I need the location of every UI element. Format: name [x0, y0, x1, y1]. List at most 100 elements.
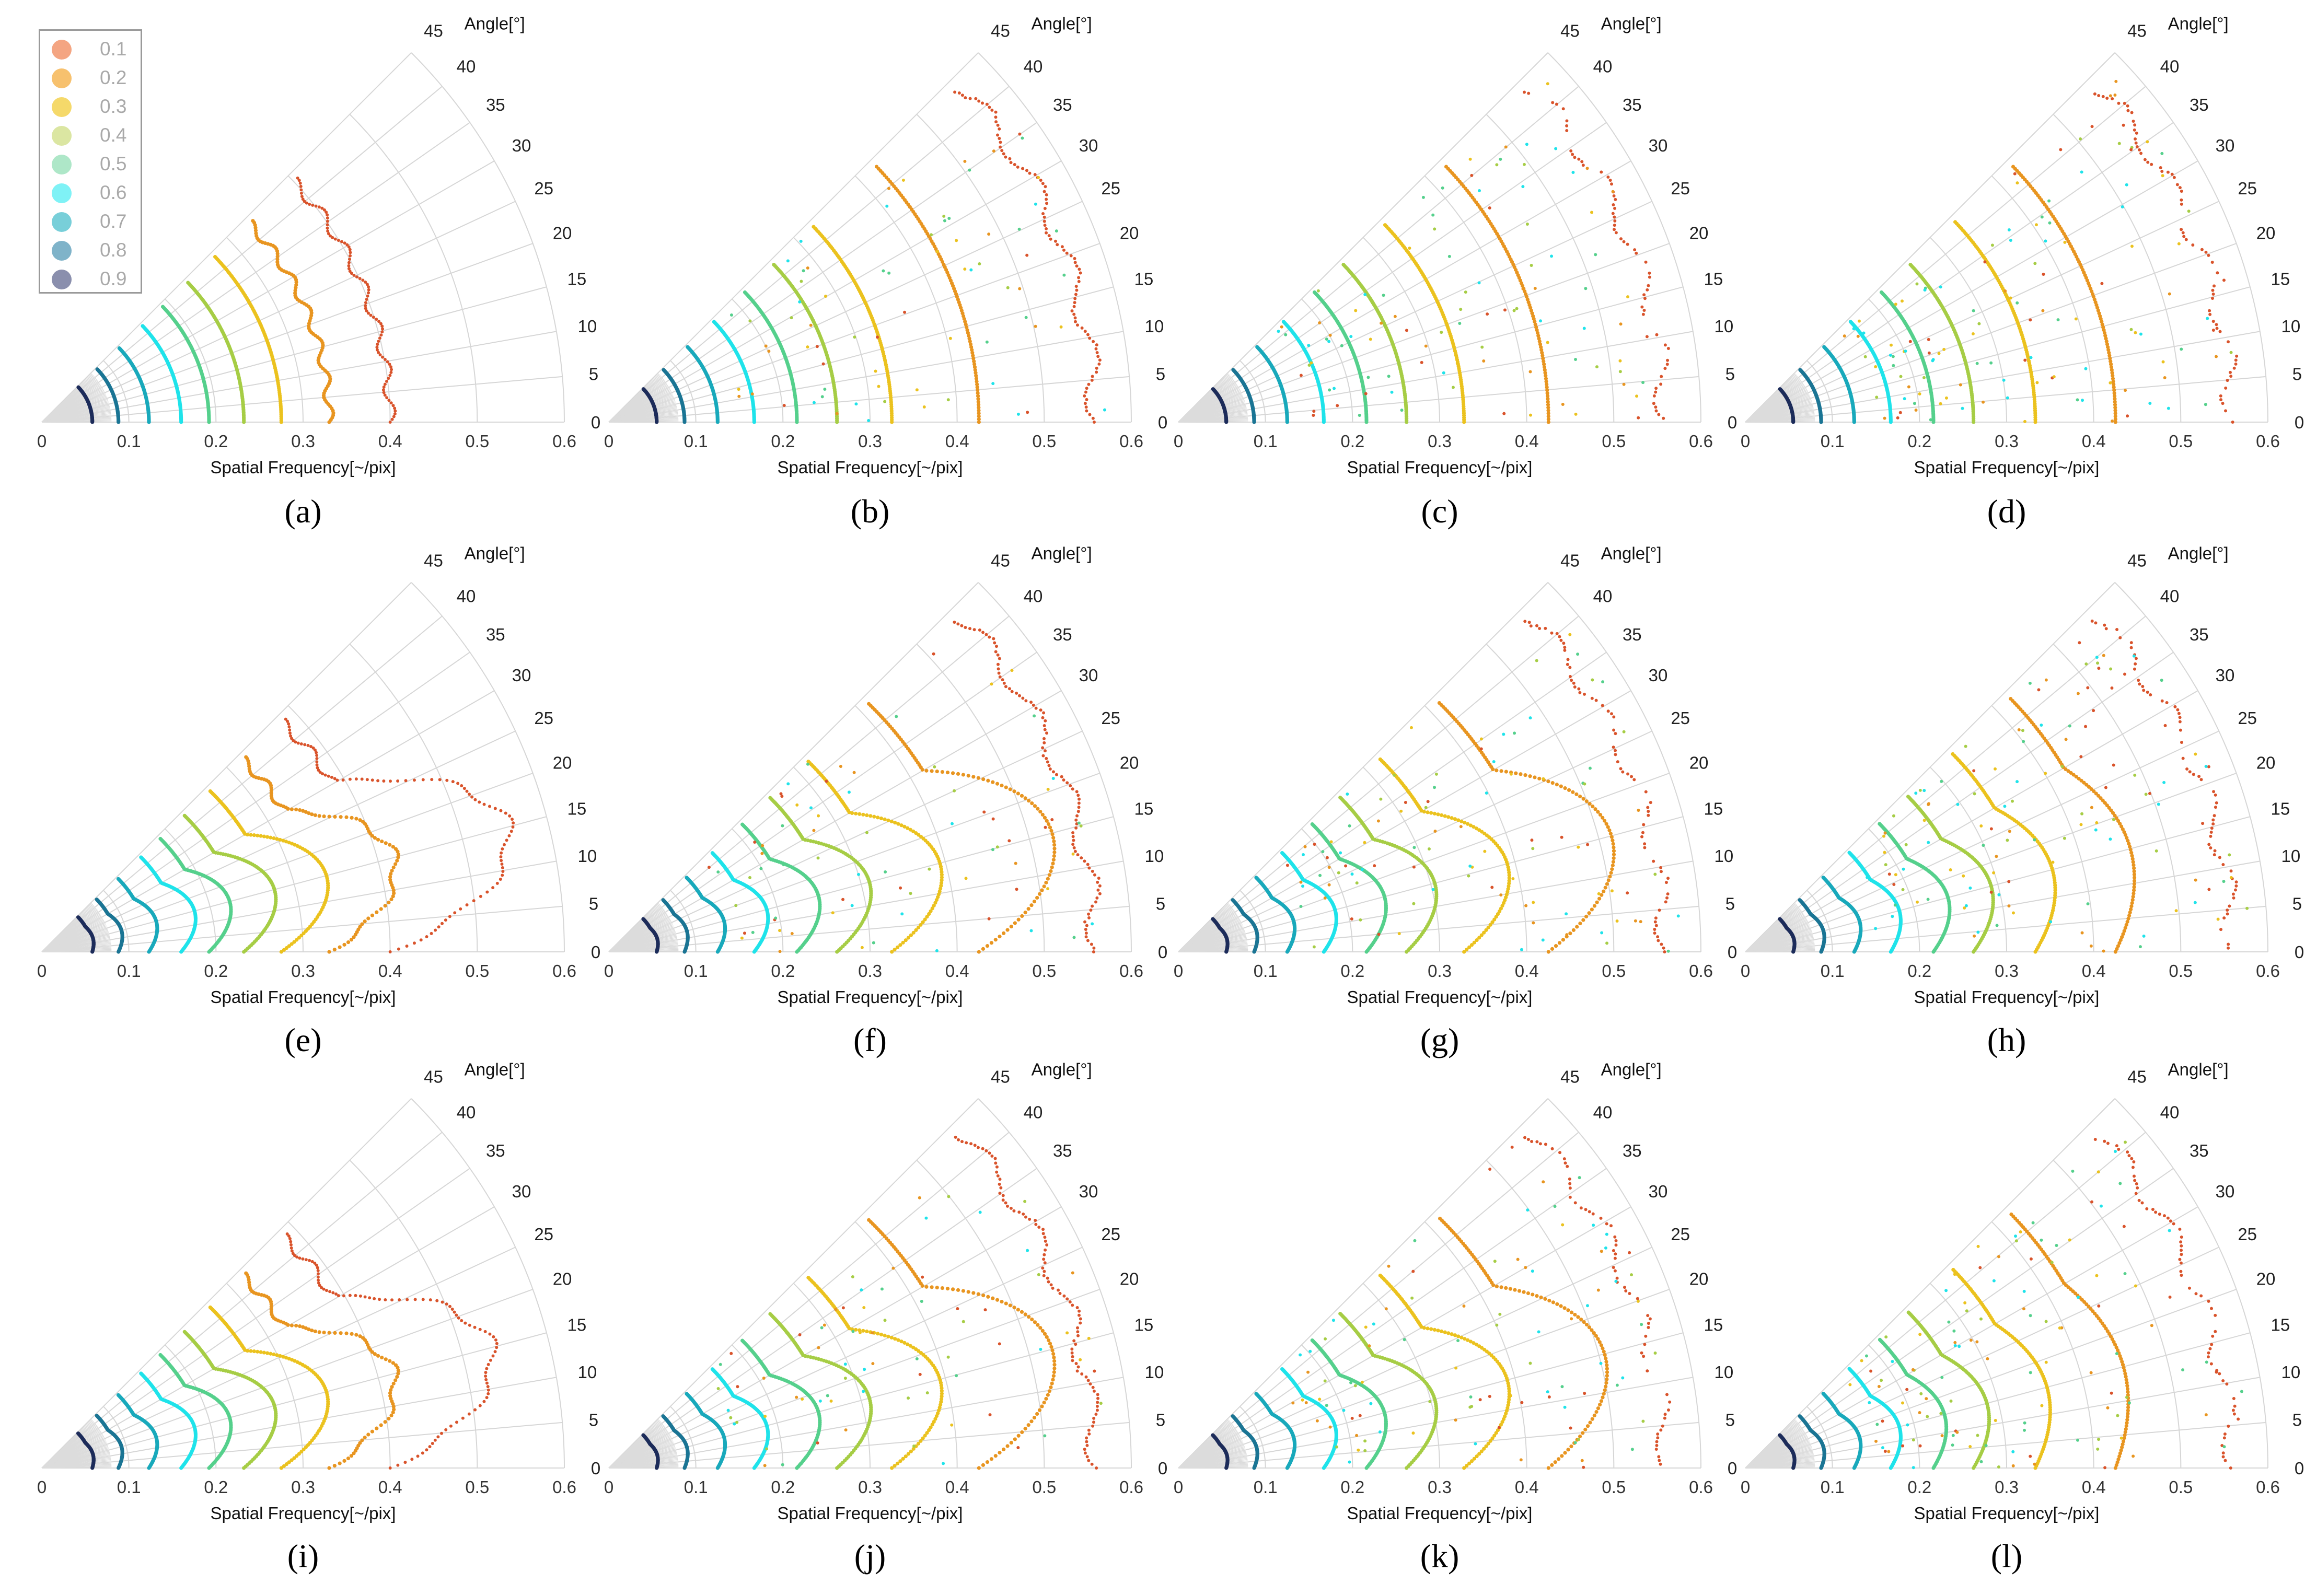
contour-point-0.1: [382, 779, 386, 783]
noise-point: [2163, 376, 2167, 379]
contour-point-0.1: [1043, 215, 1046, 219]
contour-point-0.1: [1069, 254, 1073, 258]
contour-point-0.1: [1551, 101, 1555, 104]
grid-spoke: [41, 122, 470, 423]
grid-arc: [1424, 175, 1527, 423]
noise-point: [1016, 412, 1020, 416]
contour-point-0.1: [2231, 421, 2234, 424]
noise-point: [1442, 371, 1445, 375]
contour-point-0.1: [1073, 261, 1077, 264]
panel-label: (c): [1421, 493, 1458, 530]
angle-tick-label: 30: [512, 136, 531, 155]
contour-point-0.1: [348, 254, 352, 258]
contour-point-0.1: [404, 779, 408, 783]
grid-spoke: [41, 331, 557, 423]
contour-point-0.1: [501, 873, 504, 877]
contour-point-0.1: [493, 807, 497, 810]
contour-point-0.1: [1647, 284, 1650, 287]
noise-point: [2139, 332, 2142, 336]
noise-point: [1875, 395, 1879, 399]
grid-arc: [854, 175, 958, 423]
contour-point-0.1: [2130, 111, 2134, 114]
contour-point-0.8: [95, 367, 99, 371]
contour-point-0.2: [366, 916, 370, 921]
noise-point: [1546, 341, 1549, 344]
noise-point: [1929, 418, 1932, 422]
contour-point-0.2: [380, 839, 384, 844]
grid-spoke: [1745, 86, 2146, 423]
contour-point-0.1: [349, 251, 352, 254]
noise-point: [1574, 412, 1578, 416]
noise-point: [2130, 244, 2134, 248]
contour-point-0.1: [1088, 336, 1092, 340]
contour-point-0.7: [686, 345, 690, 349]
noise-point: [1037, 176, 1040, 179]
contour-point-0.2: [358, 818, 362, 822]
radial-tick-label: 0.2: [1907, 432, 1931, 451]
noise-point: [1571, 170, 1575, 174]
contour-point-0.1: [1084, 390, 1087, 394]
noise-point: [1504, 145, 1508, 149]
noise-point: [1408, 247, 1411, 250]
noise-point: [1923, 288, 1927, 292]
angle-tick-label: 5: [1725, 365, 1735, 384]
contour-point-0.3: [272, 836, 276, 841]
angle-tick-label: 20: [1120, 223, 1139, 242]
radial-tick-label: 0.5: [465, 432, 489, 451]
grid-spoke: [1178, 286, 1684, 423]
contour-point-0.2: [333, 814, 337, 819]
contour-point-0.2: [383, 904, 387, 908]
contour-point-0.1: [1643, 297, 1647, 300]
contour-point-0.1: [2234, 358, 2238, 362]
grid-spoke: [41, 816, 547, 952]
noise-point: [2109, 94, 2112, 98]
radial-tick-label: 0: [37, 432, 47, 451]
contour-point-0.2: [294, 283, 298, 287]
contour-point-0.1: [1044, 185, 1047, 189]
contour-point-0.1: [2111, 97, 2114, 101]
contour-point-0.1: [1016, 165, 1020, 169]
noise-point: [1903, 397, 1906, 401]
noise-point: [1482, 359, 1486, 363]
contour-point-0.1: [375, 348, 379, 352]
contour-point-0.1: [1073, 297, 1077, 300]
contour-point-0.1: [1045, 202, 1049, 205]
contour-point-0.1: [2166, 170, 2170, 174]
contour-point-0.1: [2133, 123, 2137, 127]
grid-spoke: [41, 201, 516, 423]
noise-point: [963, 267, 967, 271]
angle-tick-label: 20: [553, 223, 572, 242]
contour-point-0.1: [482, 802, 486, 806]
noise-point: [1521, 185, 1525, 189]
contour-point-0.1: [1613, 206, 1617, 210]
noise-point: [2113, 94, 2117, 97]
contour-point-0.1: [1075, 323, 1079, 327]
contour-point-0.1: [1569, 149, 1573, 153]
contour-point-0.2: [338, 945, 342, 949]
radial-tick-label: 0.6: [2256, 432, 2280, 451]
noise-point: [2124, 389, 2127, 392]
angle-tick-label: 0: [1158, 413, 1167, 432]
noise-point: [1931, 359, 1935, 363]
contour-point-0.1: [1045, 193, 1048, 196]
contour-point-0.1: [1654, 409, 1658, 413]
contour-point-0.1: [1080, 326, 1084, 330]
radial-tick-label: 0.3: [291, 961, 315, 981]
contour-point-0.1: [473, 798, 477, 801]
noise-point: [737, 388, 740, 391]
noise-point: [806, 345, 809, 349]
noise-point: [1989, 361, 1993, 365]
contour-point-0.1: [1097, 362, 1101, 366]
contour-point-0.1: [303, 200, 306, 203]
contour-point-0.1: [1073, 257, 1076, 260]
contour-point-0.1: [1083, 402, 1087, 405]
contour-point-0.1: [1581, 164, 1585, 167]
contour-point-0.1: [405, 945, 409, 948]
contour-point-0.1: [500, 863, 504, 866]
contour-point-0.9: [1778, 387, 1782, 391]
contour-point-0.1: [1096, 355, 1100, 358]
contour-point-0.1: [2097, 94, 2101, 97]
grid-spoke: [1745, 122, 2174, 423]
contour-point-0.6: [141, 324, 145, 328]
